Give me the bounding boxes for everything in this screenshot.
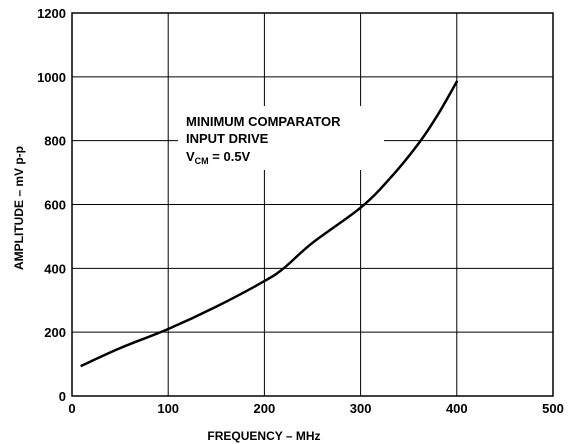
y-tick-label: 0 (59, 389, 66, 404)
annotation-line-2: INPUT DRIVE (186, 131, 269, 146)
x-tick-label: 300 (350, 401, 372, 416)
annotation-v-value: = 0.5V (209, 149, 251, 164)
grid-lines (72, 13, 553, 396)
y-tick-label: 200 (44, 325, 66, 340)
y-tick-label: 1200 (37, 6, 66, 21)
y-axis-label: AMPLITUDE – mV p-p (12, 146, 26, 270)
series-layer (80, 80, 459, 367)
x-tick-label: 100 (157, 401, 179, 416)
x-tick-label: 500 (542, 401, 564, 416)
annotation-v: V (186, 149, 195, 164)
x-tick-label: 400 (446, 401, 468, 416)
y-tick-label: 800 (44, 134, 66, 149)
x-tick-label: 0 (68, 401, 75, 416)
x-tick-label: 200 (254, 401, 276, 416)
annotation-v-subscript: CM (195, 156, 209, 166)
annotation-line-3: VCM = 0.5V (186, 149, 251, 166)
y-tick-label: 400 (44, 261, 66, 276)
tick-labels: 0 100 200 300 400 500 0 200 400 600 800 1000 1200 (37, 6, 564, 416)
plot-frame (71, 12, 554, 397)
x-axis-label: FREQUENCY – MHz (207, 429, 320, 443)
y-tick-label: 1000 (37, 70, 66, 85)
y-tick-label: 600 (44, 198, 66, 213)
series-line (80, 80, 459, 367)
annotation-background (178, 106, 384, 170)
annotation-box: MINIMUM COMPARATOR INPUT DRIVE VCM = 0.5… (178, 106, 384, 170)
annotation-line-1: MINIMUM COMPARATOR (186, 114, 341, 129)
